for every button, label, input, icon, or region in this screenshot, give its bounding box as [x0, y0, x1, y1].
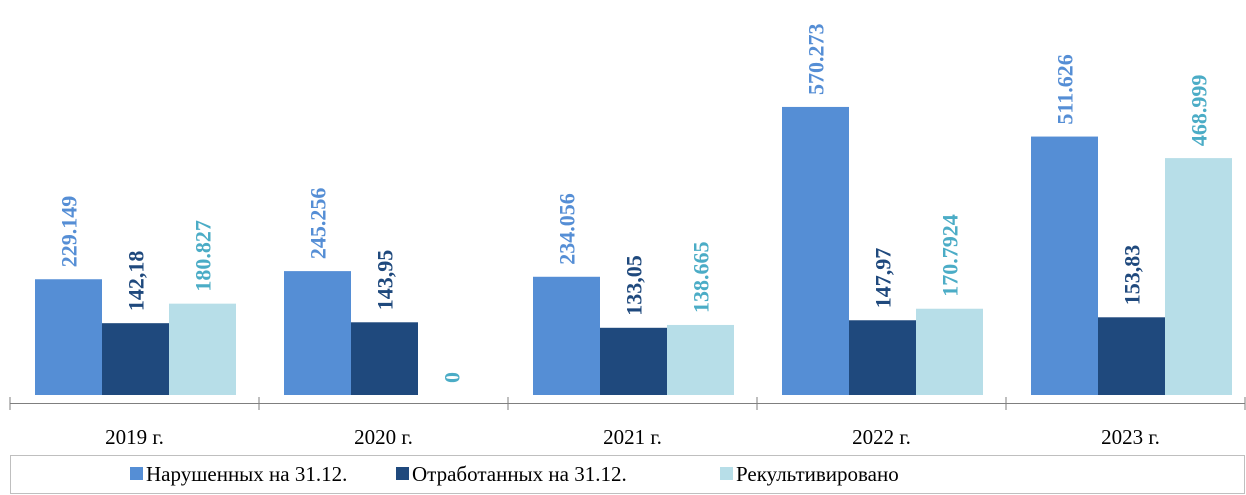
bar — [1165, 158, 1232, 395]
bar — [916, 308, 983, 395]
data-label: 511.626 — [1053, 54, 1078, 124]
data-label: 468.999 — [1187, 75, 1212, 147]
x-tick-label: 2023 г. — [1101, 425, 1160, 449]
bar — [284, 271, 351, 395]
data-label: 138.665 — [689, 241, 714, 313]
bar — [1098, 317, 1165, 395]
data-label: 147,97 — [871, 248, 896, 309]
data-label: 153,83 — [1120, 245, 1145, 306]
bar — [600, 327, 667, 395]
legend-swatch — [130, 467, 143, 480]
bar — [849, 320, 916, 395]
data-label: 234.056 — [555, 193, 580, 265]
bar — [1031, 136, 1098, 395]
data-label: 180.827 — [191, 220, 216, 292]
x-tick-label: 2019 г. — [105, 425, 164, 449]
data-label: 133,05 — [622, 255, 647, 316]
bar — [667, 324, 734, 395]
legend-box — [10, 455, 1245, 494]
data-label: 142,18 — [124, 251, 149, 312]
x-tick-label: 2020 г. — [354, 425, 413, 449]
data-label: 570.273 — [804, 23, 829, 95]
legend-swatch — [396, 467, 409, 480]
legend-label: Нарушенных на 31.12. — [146, 462, 347, 486]
legend-swatch — [720, 467, 733, 480]
data-label: 245.256 — [306, 188, 331, 260]
bar — [35, 279, 102, 395]
bar — [782, 106, 849, 395]
x-tick-label: 2021 г. — [603, 425, 662, 449]
legend-label: Отработанных на 31.12. — [412, 462, 627, 486]
bar — [169, 303, 236, 395]
bar — [351, 322, 418, 395]
data-label: 170.7924 — [938, 214, 963, 297]
data-label: 143,95 — [373, 250, 398, 311]
bar — [533, 276, 600, 395]
data-label: 0 — [440, 372, 465, 383]
data-label: 229.149 — [57, 196, 82, 268]
legend-label: Рекультивировано — [736, 462, 899, 486]
bar — [102, 323, 169, 395]
x-tick-label: 2022 г. — [852, 425, 911, 449]
